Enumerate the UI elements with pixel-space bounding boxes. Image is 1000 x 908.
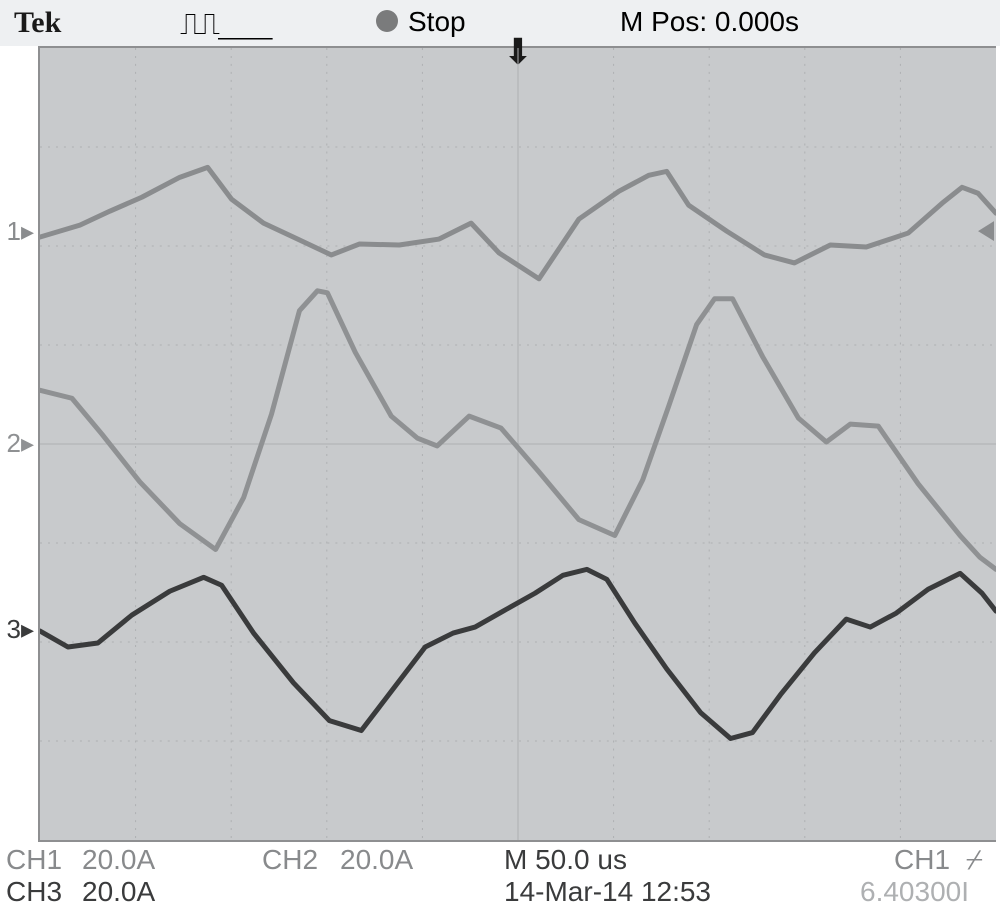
frequency-readout: 6.40300I [860,876,969,908]
timebase-readout: M 50.0 us [504,844,627,876]
channel-baseline-marker: 3▸ [4,614,34,645]
top-status-bar: Tek ⎍⎍⎽⎽ Stop M Pos: 0.000s [0,0,1000,46]
mpos-label: M Pos: [620,6,707,37]
waveform-area: 1▸ 2▸ 3▸ ⬇ [0,46,1000,842]
trigger-edge-icon: ⌿ [966,844,983,877]
ch2-scale: 20.0A [340,844,413,876]
ch1-label: CH1 [6,844,62,876]
bottom-readout-bar: CH1 20.0A CH2 20.0A M 50.0 us CH1 ⌿ CH3 … [0,842,1000,906]
channel-baseline-marker: 2▸ [4,428,34,459]
ch2-label: CH2 [262,844,318,876]
ch3-scale: 20.0A [82,876,155,908]
channel-baseline-marker: 1▸ [4,216,34,247]
waveform-plot[interactable]: ⬇ [38,46,996,842]
waveform-svg [40,48,996,840]
datetime-readout: 14-Mar-14 12:53 [504,876,711,908]
ch1-scale: 20.0A [82,844,155,876]
ch3-label: CH3 [6,876,62,908]
run-stop-indicator-dot [376,10,398,32]
trigger-source: CH1 [894,844,950,876]
horizontal-position-readout: M Pos: 0.000s [620,6,799,38]
mpos-value: 0.000s [715,6,799,37]
trigger-mode-glyph: ⎍⎍⎽⎽ [180,8,267,42]
run-stop-status: Stop [408,6,466,38]
oscilloscope-screen: Tek ⎍⎍⎽⎽ Stop M Pos: 0.000s 1▸ 2▸ 3▸ ⬇ CH1… [0,0,1000,906]
brand-logo: Tek [14,6,61,40]
